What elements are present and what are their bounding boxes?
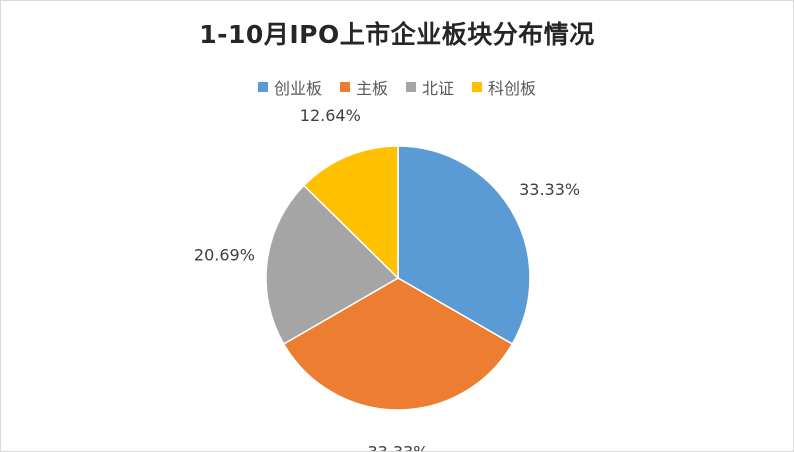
data-label-chinext: 33.33% [519, 180, 580, 199]
pie-slice-main-board [282, 277, 514, 411]
legend-item-star-market: 科创板 [472, 75, 536, 99]
data-label-bse: 20.69% [194, 245, 255, 264]
legend-swatch-main-board [339, 82, 350, 92]
legend-label-bse: 北证 [422, 79, 455, 98]
legend-swatch-star-market [472, 82, 483, 92]
chart-title: 1-10月IPO上市企业板块分布情况 [199, 20, 595, 49]
legend-item-chinext: 创业板 [257, 75, 322, 99]
pie-slice-bse [265, 184, 400, 346]
pie-data-labels: 33.33% 33.33% 20.69% 12.64% [194, 106, 580, 451]
legend-label-star-market: 科创板 [488, 79, 537, 98]
legend-label-chinext: 创业板 [273, 79, 322, 98]
legend-item-bse: 北证 [406, 75, 454, 99]
legend: 创业板 主板 北证 科创板 [1, 75, 793, 99]
legend-item-main-board: 主板 [339, 75, 388, 99]
legend-swatch-bse [406, 82, 416, 92]
legend-swatch-chinext [257, 82, 268, 92]
data-label-main-board: 33.33% [367, 443, 428, 452]
pie-slices [265, 145, 531, 411]
pie-slice-chinext [397, 145, 531, 346]
legend-label-main-board: 主板 [355, 79, 388, 98]
pie-slice-star-market [302, 145, 399, 280]
data-label-star-market: 12.64% [300, 106, 361, 125]
